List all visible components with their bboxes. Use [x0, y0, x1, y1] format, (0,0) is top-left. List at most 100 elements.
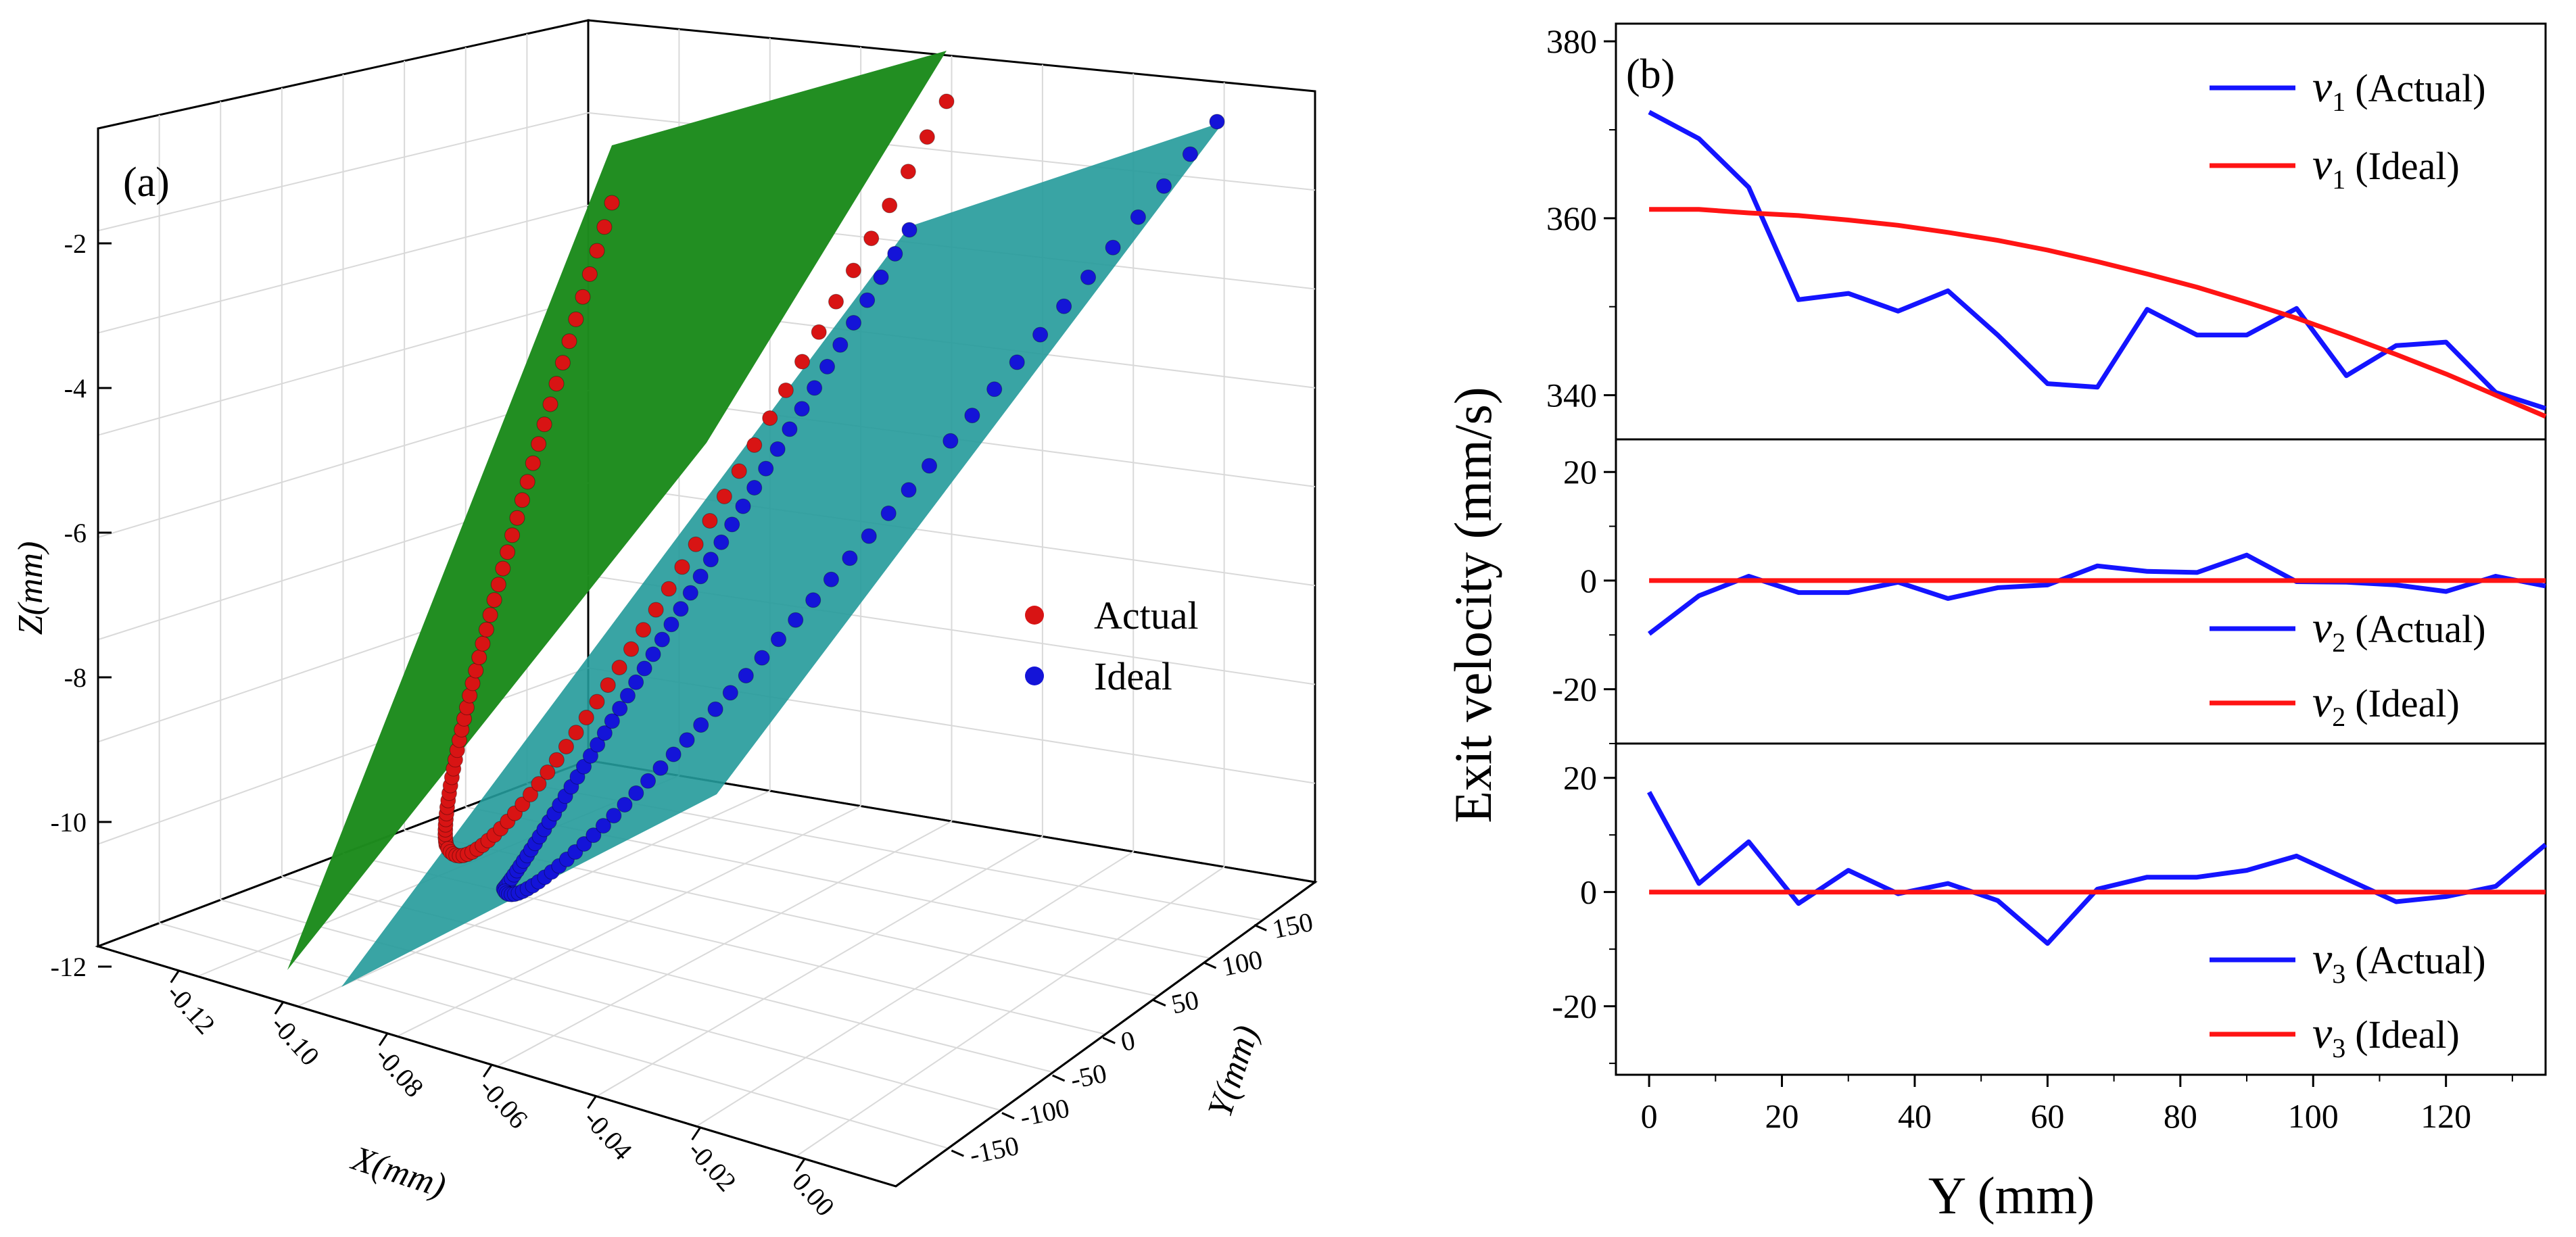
trajectory-point — [1032, 326, 1049, 343]
trajectory-point — [746, 480, 763, 495]
y-tick — [1102, 1036, 1116, 1044]
trajectory-point — [1130, 209, 1146, 225]
trajectory-point — [589, 694, 605, 710]
series-line-v3-actual- — [1647, 791, 2548, 946]
trajectory-point — [769, 441, 786, 457]
trajectory-point — [731, 463, 747, 479]
x-tick-label-b: 60 — [2030, 1097, 2064, 1135]
trajectory-point — [693, 717, 709, 733]
x-tick-label-b: 100 — [2288, 1097, 2339, 1135]
y-tick — [951, 1149, 964, 1157]
trajectory-point — [531, 776, 547, 792]
trajectory-point — [679, 732, 695, 748]
trajectory-point — [619, 687, 636, 704]
x-tick-label: -0.02 — [682, 1135, 742, 1197]
x-tick-label: -0.08 — [369, 1041, 429, 1103]
trajectory-point — [589, 243, 605, 259]
trajectory-point — [490, 577, 506, 593]
trajectory-point — [986, 381, 1003, 397]
trajectory-point — [707, 701, 723, 717]
trajectory-point — [673, 601, 689, 617]
trajectory-point — [819, 358, 835, 374]
trajectory-point — [1080, 269, 1096, 285]
x-tick — [274, 1001, 285, 1015]
y-tick-label: -100 — [1017, 1092, 1072, 1132]
trajectory-point — [575, 289, 591, 305]
trajectory-point — [861, 528, 877, 544]
legend-ideal-marker — [1025, 666, 1044, 685]
trajectory-point — [682, 585, 698, 601]
trajectory-point — [648, 602, 664, 618]
trajectory-point — [674, 559, 690, 575]
trajectory-point — [606, 808, 622, 824]
y-tick-label-v2: -20 — [1552, 671, 1597, 708]
trajectory-point — [863, 231, 880, 247]
trajectory-point — [636, 660, 652, 677]
x-tick — [170, 969, 181, 984]
x-tick — [587, 1095, 597, 1109]
y-tick — [1203, 961, 1217, 969]
y-tick — [1153, 999, 1166, 1007]
trajectory-ideal — [496, 114, 1225, 902]
x-tick — [795, 1158, 806, 1172]
subplot-frame-v3 — [1615, 742, 2547, 1076]
plots-b: 0 20 40 60 80 100 120 380 360 340 v1 (Actual) v1 (Ide… — [1546, 22, 2548, 1135]
trajectory-point — [604, 195, 620, 211]
trajectory-point — [523, 786, 538, 802]
series-line-v2-actual- — [1647, 552, 2546, 636]
y-tick-label-v3: 20 — [1563, 759, 1597, 797]
trajectory-point — [943, 433, 959, 449]
legend-ideal-label: Ideal — [1094, 654, 1172, 698]
y-tick-label-v1: 380 — [1546, 22, 1597, 60]
trajectory-point — [828, 293, 844, 310]
z-tick-label: -2 — [64, 228, 87, 259]
trajectory-point — [716, 488, 732, 504]
trajectory-point — [1009, 354, 1025, 370]
x-tick-label-b: 120 — [2420, 1097, 2471, 1135]
trajectory-point — [1156, 178, 1172, 194]
panel-a-3d-plot: -2-4-6-8-10-12-0.12-0.10-0.08-0.06-0.04-… — [11, 19, 1318, 1222]
y-tick — [1254, 924, 1267, 931]
trajectory-point — [811, 324, 827, 340]
x-axis-title: X(mm) — [346, 1139, 450, 1206]
y-tick-label-v2: 0 — [1580, 562, 1597, 600]
x-tick — [378, 1032, 389, 1046]
trajectory-point — [805, 592, 821, 608]
trajectory-point — [582, 748, 598, 764]
trajectory-point — [611, 660, 627, 675]
legend-label: v1 (Actual) — [2312, 62, 2486, 117]
trajectory-point — [842, 550, 858, 566]
trajectory-point — [722, 685, 738, 701]
trajectory-point — [688, 536, 704, 552]
trajectory-point — [880, 505, 897, 521]
trajectory-point — [663, 616, 679, 633]
panel-label-b: (b) — [1626, 51, 1675, 97]
trajectory-point — [1209, 114, 1225, 130]
trajectory-point — [652, 760, 669, 776]
y-tick-label-v3: 0 — [1580, 873, 1597, 911]
trajectory-point — [554, 355, 571, 371]
y-tick-label: -50 — [1068, 1058, 1110, 1095]
y-tick-label: -150 — [967, 1130, 1022, 1170]
trajectory-point — [596, 725, 613, 741]
trajectory-point — [938, 93, 955, 110]
y-tick — [1001, 1112, 1015, 1119]
series-line-v1-ideal- — [1649, 207, 2547, 419]
z-axis-title: Z(mm) — [11, 541, 50, 635]
trajectory-point — [640, 773, 656, 789]
trajectory-point — [702, 513, 718, 529]
y-tick-label-v2: 20 — [1563, 453, 1597, 491]
trajectory-point — [832, 337, 849, 353]
trajectory-point — [1105, 239, 1121, 256]
trajectory-point — [771, 631, 786, 648]
legend-actual-marker — [1025, 606, 1044, 625]
trajectory-point — [509, 510, 525, 526]
trajectory-point — [794, 354, 810, 370]
trajectory-point — [636, 622, 651, 638]
legend-actual-label: Actual — [1094, 593, 1199, 637]
trajectory-point — [702, 552, 719, 568]
z-tick-label: -10 — [51, 807, 87, 838]
trajectory-point — [486, 592, 502, 608]
trajectory-point — [922, 458, 937, 474]
